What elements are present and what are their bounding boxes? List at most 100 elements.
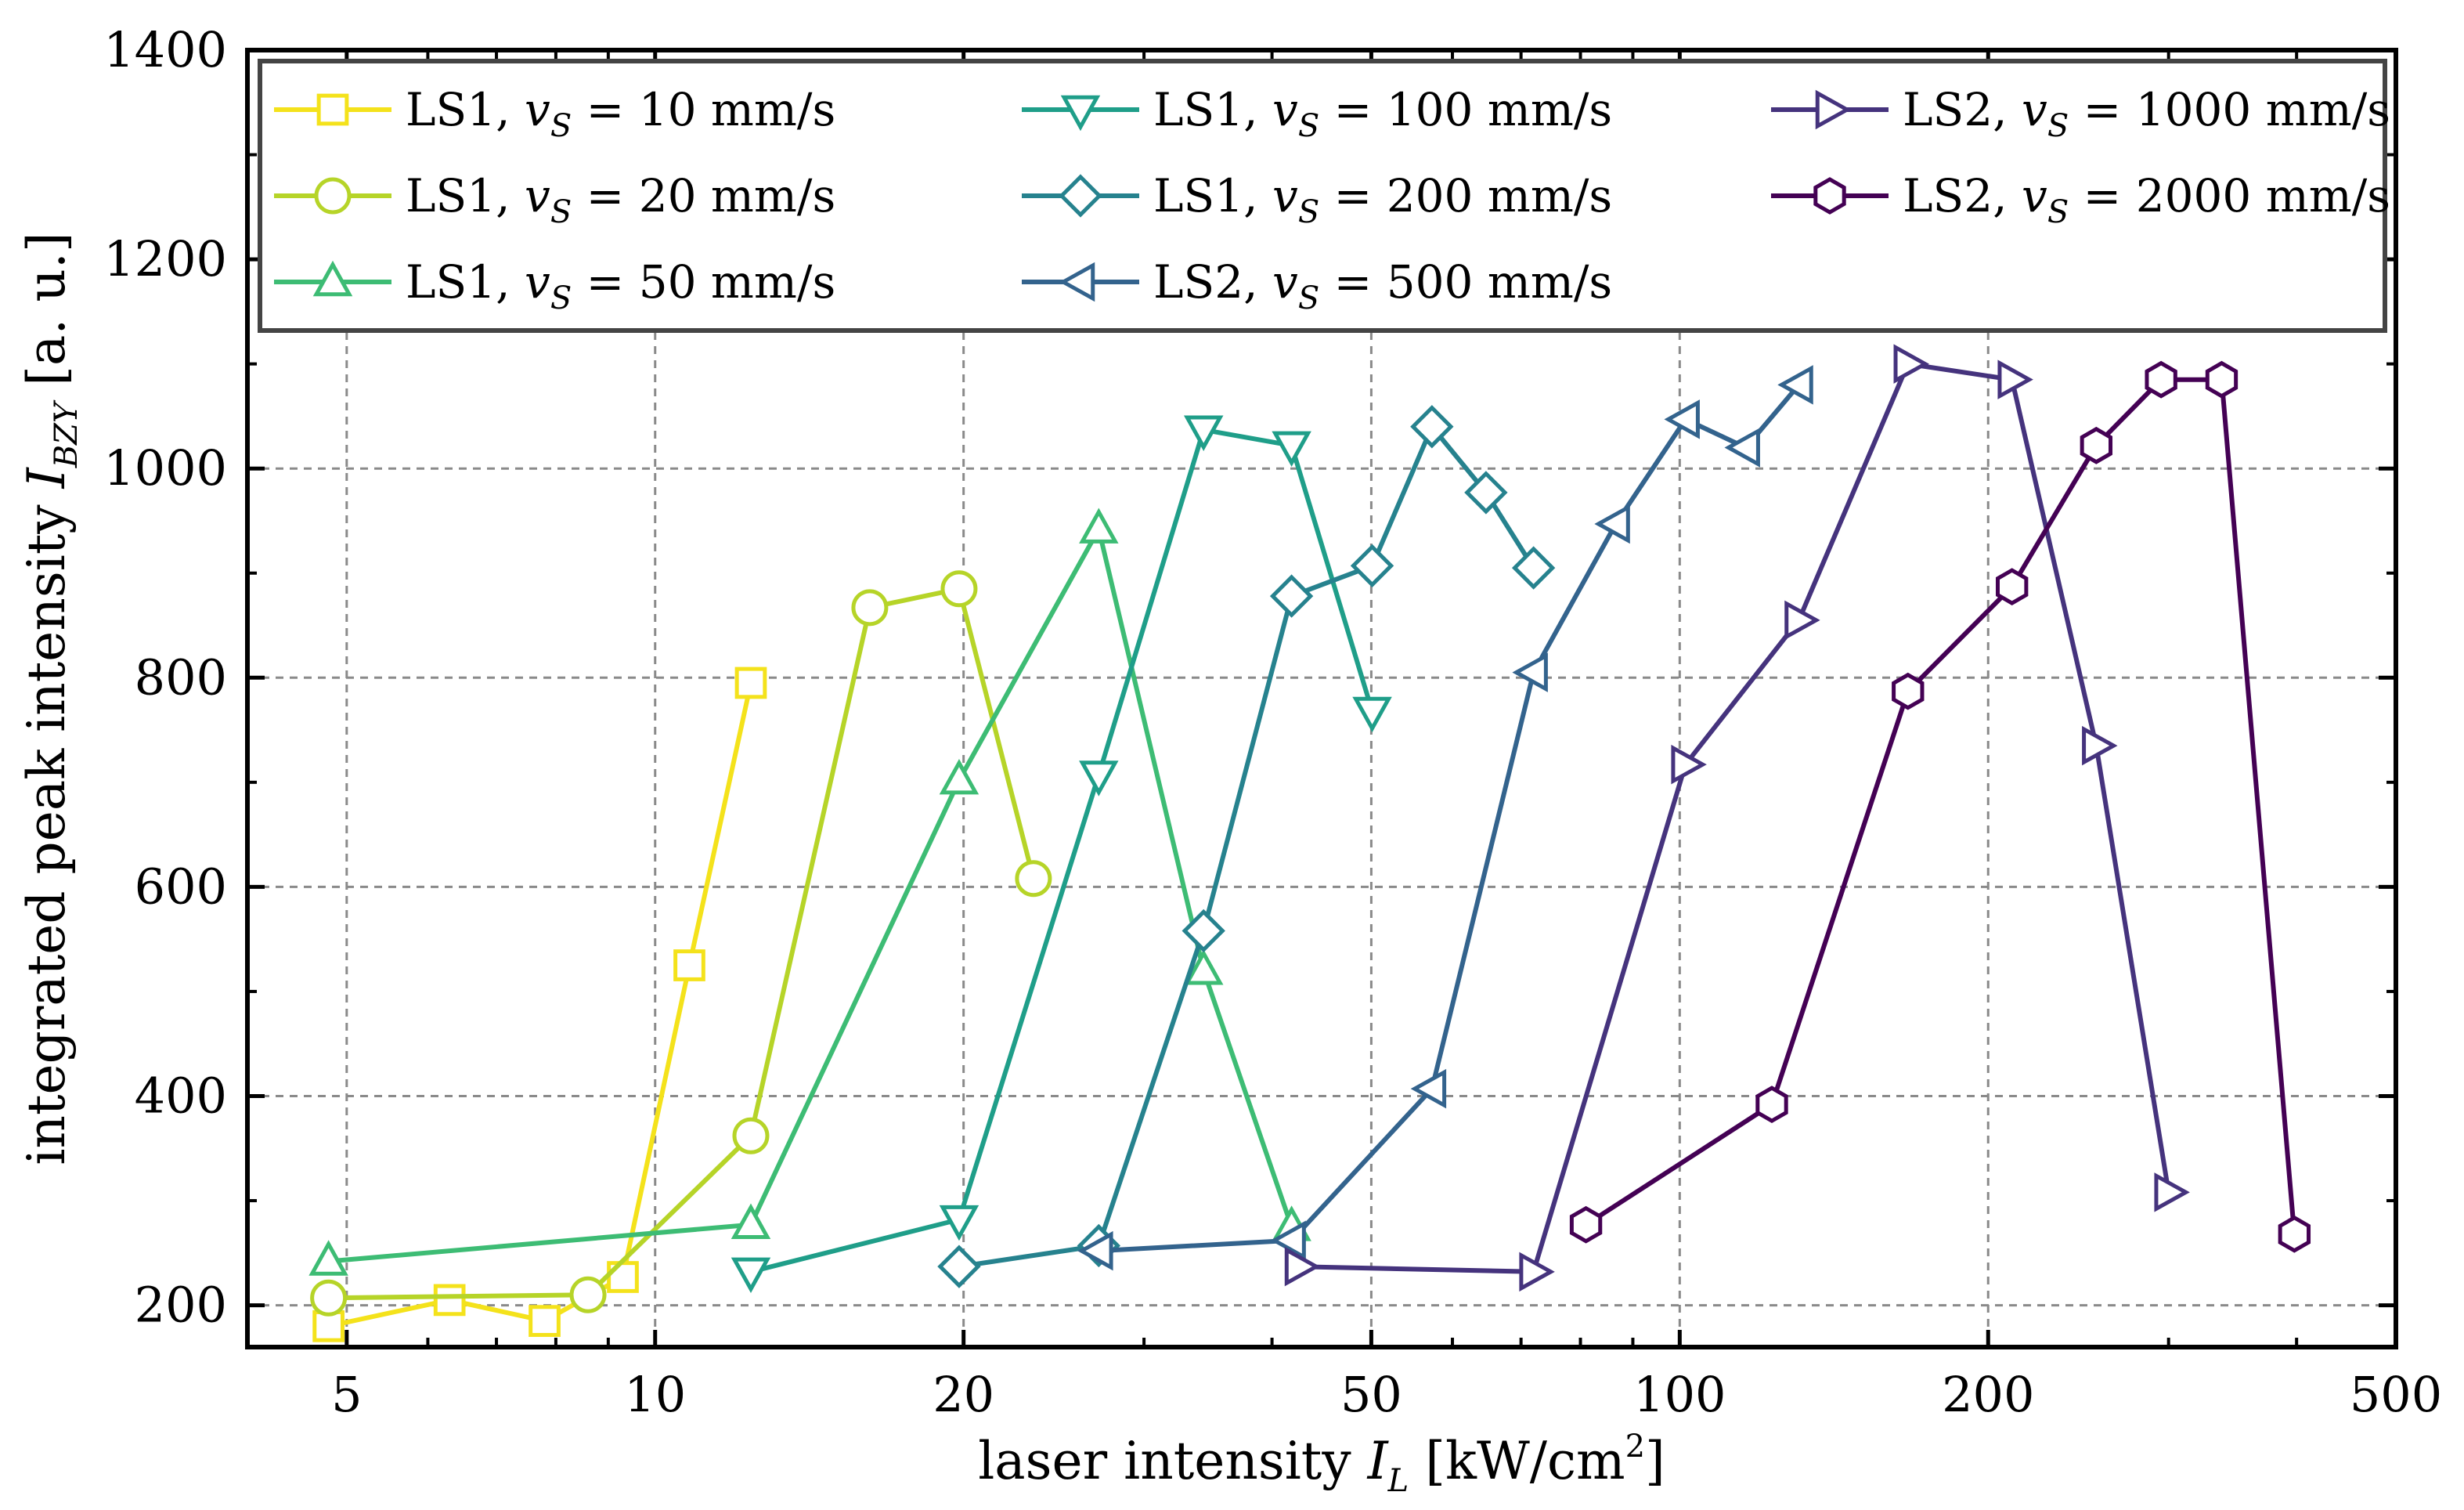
marker-circle: [1015, 860, 1052, 898]
legend-entry-2: LS1, vS = 20 mm/s: [274, 169, 835, 230]
marker-triangle-right: [1997, 359, 2033, 399]
legend-entry-4: LS1, vS = 100 mm/s: [1022, 83, 1612, 144]
marker-circle: [569, 1276, 607, 1313]
y-tick-label: 1400: [103, 21, 227, 78]
marker-triangle-left: [1270, 1220, 1306, 1261]
marker-square: [433, 1284, 466, 1317]
y-tick-label: 1000: [103, 439, 227, 497]
marker-hexagon: [2145, 360, 2177, 399]
legend-entry-6: LS2, vS = 500 mm/s: [1022, 255, 1612, 316]
series-8: [1569, 360, 2311, 1253]
marker-triangle-up: [939, 758, 979, 795]
legend-entry-5: LS1, vS = 200 mm/s: [1022, 169, 1612, 230]
marker-triangle-up: [308, 1240, 348, 1276]
marker-hexagon: [1755, 1086, 1788, 1124]
y-axis-title: integrated peak intensity IBZY [a. u.]: [16, 232, 85, 1165]
marker-triangle-down: [939, 1205, 979, 1241]
marker-diamond: [1410, 405, 1454, 449]
marker-triangle-down: [1183, 415, 1224, 451]
marker-diamond: [1269, 574, 1314, 618]
marker-triangle-right: [1784, 600, 1820, 641]
marker-triangle-left: [1664, 399, 1700, 439]
series-layer: [308, 344, 2311, 1342]
marker-circle: [732, 1117, 770, 1154]
series-line: [328, 526, 1294, 1264]
marker-square: [316, 93, 349, 126]
x-tick-label: 500: [2350, 1366, 2442, 1423]
series-2: [310, 570, 1052, 1317]
legend-entry-3: LS1, vS = 50 mm/s: [274, 255, 835, 316]
marker-hexagon: [2278, 1215, 2311, 1253]
marker-diamond: [937, 1244, 981, 1288]
marker-hexagon: [1892, 672, 1925, 710]
legend-label: LS2, vS = 2000 mm/s: [1903, 169, 2390, 230]
series-4: [731, 415, 1392, 1294]
marker-hexagon: [1996, 568, 2029, 605]
marker-triangle-right: [1519, 1252, 1555, 1292]
series-7: [1284, 344, 2190, 1292]
legend-box: [258, 59, 2387, 333]
legend-label: LS1, vS = 100 mm/s: [1153, 83, 1612, 144]
legend-label: LS1, vS = 200 mm/s: [1153, 169, 1612, 230]
y-tick-label: 1200: [103, 230, 227, 287]
axis-titles: laser intensity IL [kW/cm2] integrated pe…: [16, 232, 1665, 1499]
legend-entry-7: LS2, vS = 1000 mm/s: [1771, 83, 2390, 144]
marker-hexagon: [2080, 426, 2113, 464]
marker-triangle-right: [1815, 89, 1852, 130]
marker-triangle-right: [1671, 744, 1707, 785]
marker-hexagon: [1569, 1205, 1603, 1244]
marker-triangle-down: [1352, 696, 1392, 733]
x-tick-label: 50: [1340, 1366, 1402, 1423]
y-tick-label: 200: [135, 1277, 227, 1334]
plot-frame: [245, 48, 2398, 1349]
legend-label: LS1, vS = 50 mm/s: [406, 255, 835, 316]
legend-label: LS1, vS = 10 mm/s: [406, 83, 835, 144]
marker-triangle-down: [731, 1257, 771, 1294]
marker-square: [312, 1310, 345, 1342]
marker-triangle-right: [1284, 1246, 1321, 1287]
marker-triangle-up: [312, 260, 353, 297]
marker-triangle-up: [1183, 949, 1224, 985]
marker-triangle-down: [1060, 95, 1101, 132]
marker-triangle-left: [1059, 262, 1095, 302]
marker-circle: [940, 570, 978, 608]
legend-label: LS1, vS = 20 mm/s: [406, 169, 835, 230]
legend: LS1, vS = 10 mm/s LS1, vS = 20 mm/s LS1, v…: [258, 59, 2390, 333]
marker-circle: [314, 177, 352, 215]
marker-triangle-left: [1512, 652, 1548, 692]
marker-circle: [851, 589, 889, 627]
series-line: [328, 586, 1036, 1301]
x-tick-label: 200: [1942, 1366, 2034, 1423]
legend-label: LS2, vS = 1000 mm/s: [1903, 83, 2390, 144]
marker-diamond: [1059, 174, 1102, 218]
legend-label: LS2, vS = 500 mm/s: [1153, 255, 1612, 316]
marker-triangle-right: [1893, 344, 1929, 384]
y-tick-label: 800: [135, 648, 227, 706]
x-tick-label: 10: [624, 1366, 686, 1423]
series-line: [1298, 361, 2171, 1274]
series-6: [1077, 365, 1813, 1271]
marker-triangle-up: [731, 1203, 771, 1239]
marker-triangle-down: [1079, 760, 1119, 797]
marker-triangle-left: [1724, 428, 1760, 468]
marker-triangle-left: [1077, 1230, 1113, 1271]
x-tick-label: 20: [933, 1366, 994, 1423]
y-tick-label: 400: [135, 1067, 227, 1124]
marker-triangle-down: [1272, 431, 1311, 468]
marker-diamond: [1350, 544, 1394, 588]
marker-diamond: [1464, 471, 1508, 515]
x-tick-label: 100: [1633, 1366, 1726, 1423]
marker-circle: [310, 1279, 348, 1317]
marker-square: [734, 666, 767, 699]
marker-triangle-left: [1777, 365, 1813, 405]
legend-entry-8: LS2, vS = 2000 mm/s: [1771, 169, 2390, 230]
marker-triangle-up: [1079, 508, 1119, 544]
marker-diamond: [1511, 546, 1556, 590]
marker-triangle-left: [1594, 504, 1630, 544]
series-line: [750, 427, 1375, 1274]
marker-square: [673, 949, 705, 981]
y-tick-label: 600: [135, 858, 227, 915]
marker-triangle-left: [1410, 1068, 1447, 1109]
series-3: [308, 508, 1311, 1276]
marker-diamond: [1181, 909, 1225, 953]
